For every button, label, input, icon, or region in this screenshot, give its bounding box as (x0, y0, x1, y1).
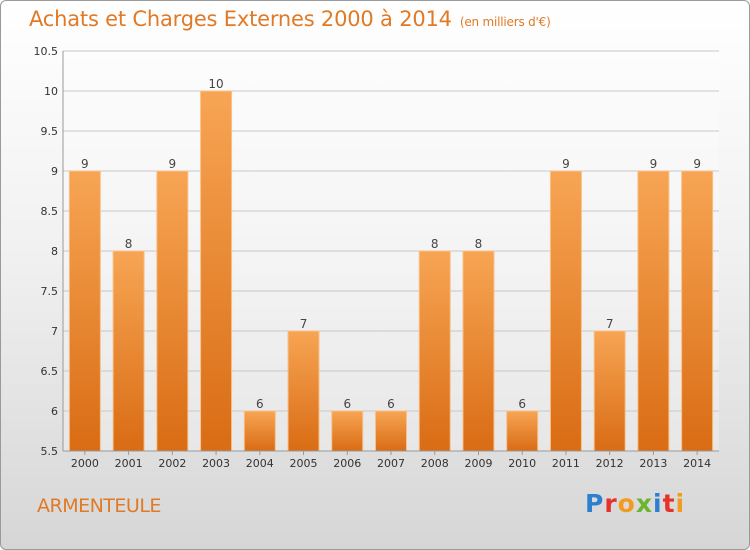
bar-2003 (200, 90, 233, 452)
x-tick-label-2002: 2002 (158, 457, 186, 470)
bar-2000 (68, 170, 101, 452)
x-tick-label-2012: 2012 (596, 457, 624, 470)
data-label-2004: 6 (256, 397, 264, 411)
y-tick-label: 8 (51, 245, 58, 258)
x-tick-label-2013: 2013 (639, 457, 667, 470)
title-unit: (en milliers d'€) (459, 15, 551, 29)
data-label-2002: 9 (169, 157, 177, 171)
x-tick-label-2008: 2008 (421, 457, 449, 470)
bar-2002 (156, 170, 189, 452)
y-tick-label: 8.5 (41, 205, 59, 218)
x-tick-label-2004: 2004 (246, 457, 274, 470)
proxiti-logo: Proxiti (585, 489, 686, 518)
data-label-2012: 7 (606, 317, 614, 331)
data-label-2010: 6 (518, 397, 526, 411)
bar-2005 (287, 330, 320, 452)
data-label-2013: 9 (650, 157, 658, 171)
title-text: Achats et Charges Externes 2000 à 2014 (29, 7, 452, 31)
bar-2013 (637, 170, 670, 452)
bar-2008 (418, 250, 451, 452)
data-label-2000: 9 (81, 157, 89, 171)
x-tick-label-2010: 2010 (508, 457, 536, 470)
x-tick-label-2003: 2003 (202, 457, 230, 470)
data-label-2001: 8 (125, 237, 133, 251)
bar-2014 (681, 170, 714, 452)
commune-name: ARMENTEULE (37, 495, 161, 517)
bar-2001 (112, 250, 145, 452)
y-tick-label: 7 (51, 325, 58, 338)
y-tick-label: 10 (44, 85, 58, 98)
data-label-2014: 9 (693, 157, 701, 171)
y-tick-label: 6.5 (41, 365, 59, 378)
data-label-2005: 7 (300, 317, 308, 331)
x-tick-label-2001: 2001 (115, 457, 143, 470)
x-tick-label-2007: 2007 (377, 457, 405, 470)
data-label-2011: 9 (562, 157, 570, 171)
data-label-2007: 6 (387, 397, 395, 411)
bar-2010 (506, 410, 539, 452)
y-tick-label: 6 (51, 405, 58, 418)
data-label-2009: 8 (475, 237, 483, 251)
x-tick-label-2014: 2014 (683, 457, 711, 470)
data-label-2006: 6 (343, 397, 351, 411)
data-label-2003: 10 (208, 77, 223, 91)
y-tick-label: 9 (51, 165, 58, 178)
x-tick-label-2005: 2005 (290, 457, 318, 470)
data-label-2008: 8 (431, 237, 439, 251)
bar-2012 (593, 330, 626, 452)
x-tick-label-2009: 2009 (464, 457, 492, 470)
bar-2007 (375, 410, 407, 452)
y-tick-label: 10.5 (34, 45, 59, 58)
bar-2011 (549, 170, 582, 452)
bar-2004 (243, 410, 276, 452)
y-tick-label: 5.5 (41, 445, 59, 458)
x-tick-label-2006: 2006 (333, 457, 361, 470)
y-tick-label: 7.5 (41, 285, 59, 298)
bar-2006 (331, 410, 364, 452)
y-tick-label: 9.5 (41, 125, 59, 138)
x-tick-label-2000: 2000 (71, 457, 99, 470)
bar-2009 (462, 250, 495, 452)
chart-title: Achats et Charges Externes 2000 à 2014 (e… (29, 7, 551, 31)
x-tick-label-2011: 2011 (552, 457, 580, 470)
